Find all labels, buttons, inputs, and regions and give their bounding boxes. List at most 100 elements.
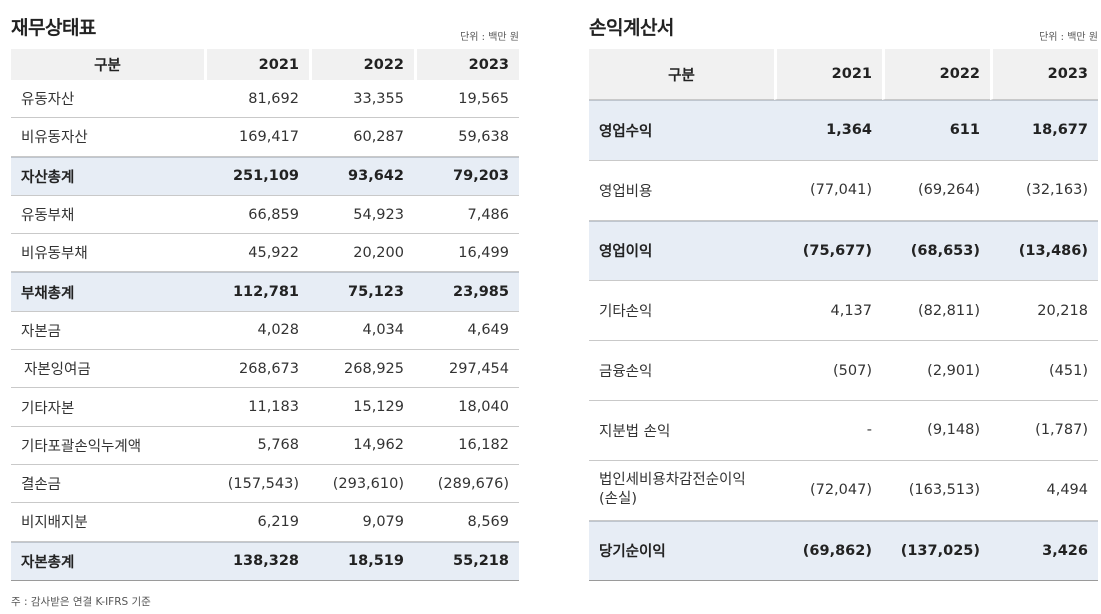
total-row: 영업수익 1,364 611 18,677 <box>589 100 1098 161</box>
row-label: 법인세비용차감전순이익 (손실) <box>589 461 774 521</box>
value-cell: 9,079 <box>309 503 414 542</box>
balance-sheet-unit: 단위 : 백만 원 <box>460 32 519 43</box>
value-cell: 18,040 <box>414 388 519 427</box>
value-cell: 268,673 <box>204 350 309 389</box>
value-cell: 4,028 <box>204 312 309 351</box>
value-cell: 33,355 <box>309 80 414 119</box>
row-label: 비유동부채 <box>11 234 204 273</box>
header-cell: 2021 <box>204 49 309 80</box>
value-cell: 297,454 <box>414 350 519 389</box>
table-header-row: 구분 2021 2022 2023 <box>589 49 1098 100</box>
balance-sheet-title: 재무상태표 <box>11 17 96 39</box>
table-row: 기타포괄손익누계액 5,768 14,962 16,182 <box>11 427 519 465</box>
value-cell: 16,182 <box>414 427 519 465</box>
value-cell: (163,513) <box>882 461 990 521</box>
header-cell: 2022 <box>882 49 990 100</box>
total-row: 자본총계 138,328 18,519 55,218 <box>11 541 519 581</box>
value-cell: (68,653) <box>882 220 990 282</box>
balance-sheet-table: 구분 2021 2022 2023 유동자산 81,692 33,355 19,565… <box>11 49 519 581</box>
value-cell: 66,859 <box>204 196 309 235</box>
value-cell: 93,642 <box>309 156 414 196</box>
value-cell: (451) <box>990 341 1098 401</box>
value-cell: 268,925 <box>309 350 414 389</box>
table-row: 비지배지분 6,219 9,079 8,569 <box>11 503 519 542</box>
total-row: 자산총계 251,109 93,642 79,203 <box>11 156 519 196</box>
value-cell: 45,922 <box>204 234 309 273</box>
value-cell: 16,499 <box>414 234 519 273</box>
row-label: 기타자본 <box>11 388 204 427</box>
value-cell: 4,034 <box>309 312 414 351</box>
value-cell: 14,962 <box>309 427 414 465</box>
table-row: 법인세비용차감전순이익 (손실) (72,047) (163,513) 4,494 <box>589 461 1098 521</box>
table-row: 자본금 4,028 4,034 4,649 <box>11 312 519 351</box>
row-label: 자본잉여금 <box>11 350 204 389</box>
value-cell: 5,768 <box>204 427 309 465</box>
total-row: 부채총계 112,781 75,123 23,985 <box>11 272 519 312</box>
total-row: 당기순이익 (69,862) (137,025) 3,426 <box>589 520 1098 582</box>
value-cell: 8,569 <box>414 503 519 542</box>
row-label: 영업이익 <box>589 220 774 282</box>
value-cell: 18,519 <box>309 541 414 581</box>
row-label: 결손금 <box>11 465 204 504</box>
value-cell: 4,494 <box>990 461 1098 521</box>
row-label: 영업비용 <box>589 161 774 221</box>
value-cell: 75,123 <box>309 272 414 312</box>
value-cell: - <box>774 401 882 461</box>
value-cell: (9,148) <box>882 401 990 461</box>
header-cell: 2021 <box>774 49 882 100</box>
value-cell: (1,787) <box>990 401 1098 461</box>
table-row: 비유동자산 169,417 60,287 59,638 <box>11 118 519 157</box>
row-label: 지분법 손익 <box>589 401 774 461</box>
value-cell: (157,543) <box>204 465 309 504</box>
table-row: 기타손익 4,137 (82,811) 20,218 <box>589 281 1098 342</box>
income-statement-unit: 단위 : 백만 원 <box>1039 32 1098 43</box>
value-cell: (69,862) <box>774 520 882 582</box>
value-cell: 81,692 <box>204 80 309 119</box>
value-cell: 20,218 <box>990 281 1098 342</box>
value-cell: 19,565 <box>414 80 519 119</box>
table-row: 결손금 (157,543) (293,610) (289,676) <box>11 465 519 504</box>
value-cell: 20,200 <box>309 234 414 273</box>
row-label: 유동자산 <box>11 80 204 119</box>
value-cell: (507) <box>774 341 882 401</box>
row-label: 부채총계 <box>11 272 204 312</box>
value-cell: 3,426 <box>990 520 1098 582</box>
value-cell: (32,163) <box>990 161 1098 221</box>
value-cell: (2,901) <box>882 341 990 401</box>
row-label: 자본총계 <box>11 541 204 581</box>
value-cell: 11,183 <box>204 388 309 427</box>
value-cell: 4,137 <box>774 281 882 342</box>
value-cell: 1,364 <box>774 100 882 161</box>
table-row: 금융손익 (507) (2,901) (451) <box>589 341 1098 401</box>
value-cell: 55,218 <box>414 541 519 581</box>
table-row: 자본잉여금 268,673 268,925 297,454 <box>11 350 519 389</box>
value-cell: 7,486 <box>414 196 519 235</box>
value-cell: 112,781 <box>204 272 309 312</box>
row-label: 영업수익 <box>589 100 774 161</box>
value-cell: 59,638 <box>414 118 519 157</box>
header-cell: 2023 <box>990 49 1098 100</box>
row-label: 비지배지분 <box>11 503 204 542</box>
value-cell: (293,610) <box>309 465 414 504</box>
value-cell: (75,677) <box>774 220 882 282</box>
value-cell: 54,923 <box>309 196 414 235</box>
footnote: 주 : 감사받은 연결 K-IFRS 기준 <box>11 596 151 608</box>
value-cell: (72,047) <box>774 461 882 521</box>
income-statement-table: 구분 2021 2022 2023 영업수익 1,364 611 18,677 영업비용… <box>589 49 1098 582</box>
value-cell: 15,129 <box>309 388 414 427</box>
value-cell: 23,985 <box>414 272 519 312</box>
value-cell: 79,203 <box>414 156 519 196</box>
row-label: 금융손익 <box>589 341 774 401</box>
table-row: 영업비용 (77,041) (69,264) (32,163) <box>589 161 1098 221</box>
row-label: 자본금 <box>11 312 204 351</box>
table-row: 지분법 손익 - (9,148) (1,787) <box>589 401 1098 461</box>
row-label: 당기순이익 <box>589 520 774 582</box>
value-cell: (137,025) <box>882 520 990 582</box>
table-row: 기타자본 11,183 15,129 18,040 <box>11 388 519 427</box>
income-statement-title: 손익계산서 <box>589 17 674 39</box>
row-label: 비유동자산 <box>11 118 204 157</box>
value-cell: 6,219 <box>204 503 309 542</box>
total-row: 영업이익 (75,677) (68,653) (13,486) <box>589 220 1098 282</box>
value-cell: 18,677 <box>990 100 1098 161</box>
value-cell: (289,676) <box>414 465 519 504</box>
